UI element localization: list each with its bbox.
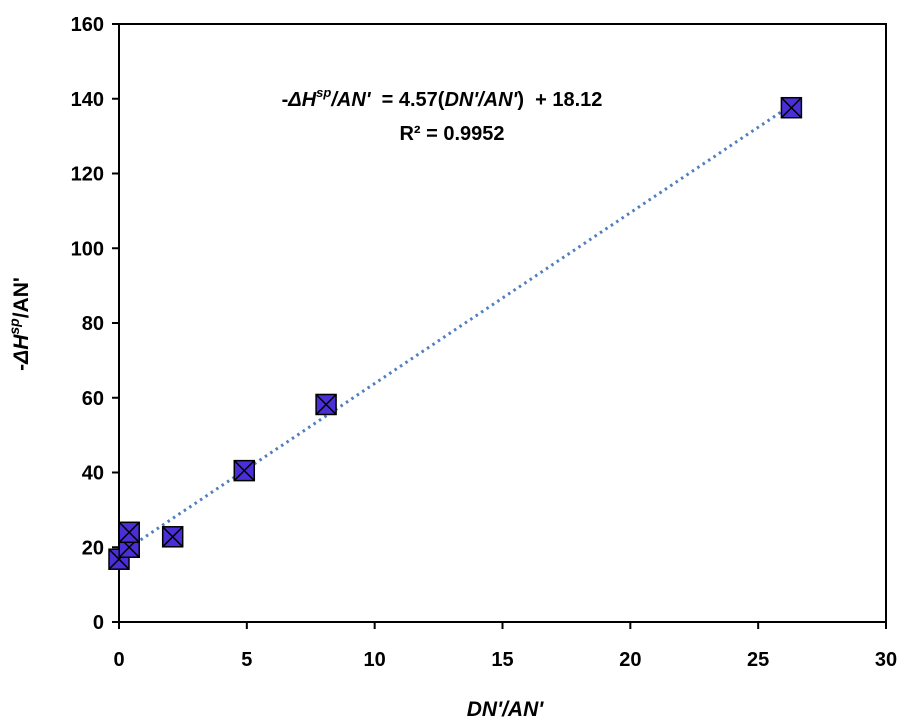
data-point-cross bbox=[780, 97, 802, 119]
x-tick-label: 25 bbox=[747, 649, 769, 671]
r-squared-label: R² = 0.9952 bbox=[399, 123, 504, 145]
x-tick-label: 5 bbox=[241, 649, 252, 671]
data-point bbox=[118, 521, 140, 544]
x-tick-label: 30 bbox=[875, 649, 897, 671]
points-layer bbox=[108, 96, 803, 570]
y-tick-label: 0 bbox=[93, 612, 104, 634]
data-point-cross bbox=[233, 460, 255, 482]
trendline bbox=[118, 103, 793, 556]
x-tick-label: 20 bbox=[619, 649, 641, 671]
data-point-cross bbox=[118, 521, 140, 543]
y-tick-label: 60 bbox=[82, 388, 104, 410]
axes-layer: 0 5 10 15 20 25 30 0 20 40 60 80 100 120 140 160 bbox=[71, 14, 898, 671]
y-tick-label: 80 bbox=[82, 313, 104, 335]
labels-layer: -ΔHsp/AN' = 4.57(DN'/AN') + 18.12 R² = 0… bbox=[6, 85, 602, 721]
data-point bbox=[233, 459, 256, 482]
data-point bbox=[780, 96, 803, 119]
y-tick-label: 140 bbox=[71, 89, 104, 111]
trendline-equation: -ΔHsp/AN' = 4.57(DN'/AN') + 18.12 bbox=[282, 85, 603, 111]
y-tick-label: 20 bbox=[82, 537, 104, 559]
data-point-cross bbox=[162, 526, 184, 548]
trendline-layer bbox=[118, 103, 793, 556]
y-tick-label: 160 bbox=[71, 14, 104, 36]
y-tick-label: 120 bbox=[71, 164, 104, 186]
x-axis-title: DN'/AN' bbox=[467, 698, 544, 721]
x-tick-label: 0 bbox=[113, 649, 124, 671]
data-point bbox=[315, 393, 337, 416]
plot-area-frame bbox=[118, 23, 887, 623]
x-tick-label: 15 bbox=[491, 649, 513, 671]
data-point-cross bbox=[315, 393, 337, 416]
data-point bbox=[161, 526, 184, 548]
y-tick-label: 40 bbox=[82, 463, 104, 485]
y-axis-title: -ΔHsp/AN' bbox=[6, 277, 33, 371]
x-tick-label: 10 bbox=[364, 649, 386, 671]
y-tick-label: 100 bbox=[71, 238, 104, 260]
